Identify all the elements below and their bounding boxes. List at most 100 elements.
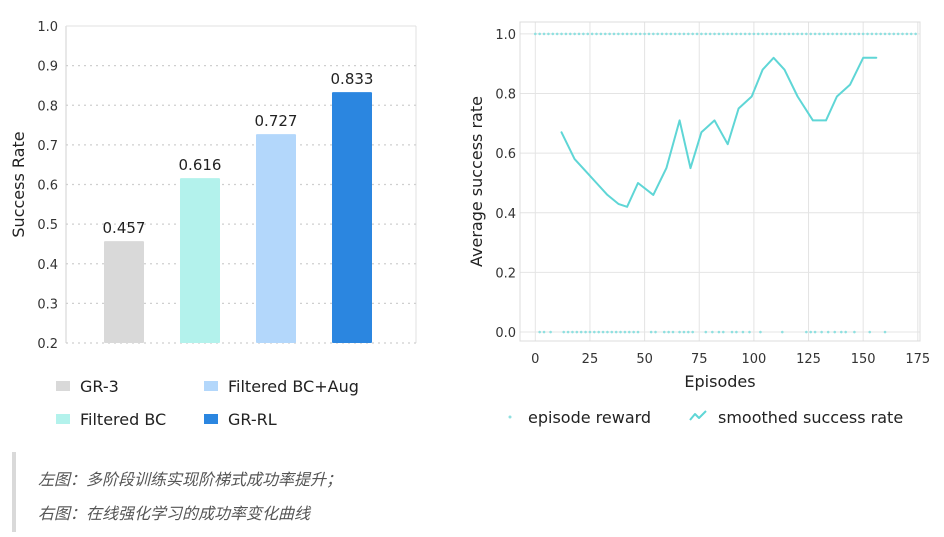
reward-point — [868, 330, 872, 334]
reward-point — [901, 32, 904, 36]
reward-point — [879, 32, 882, 36]
reward-point — [538, 330, 541, 334]
reward-point — [892, 32, 896, 36]
reward-point — [870, 32, 874, 36]
reward-point — [909, 32, 913, 36]
reward-point — [743, 32, 747, 36]
reward-point — [818, 32, 821, 36]
reward-point — [638, 32, 642, 36]
reward-point — [778, 32, 782, 36]
reward-point — [682, 330, 686, 334]
reward-point — [599, 32, 603, 36]
reward-point — [770, 32, 773, 36]
x-tick-label: 175 — [905, 352, 930, 367]
x-tick-label: 75 — [691, 352, 708, 367]
reward-point — [713, 32, 716, 36]
legend-marker-smoothed — [689, 410, 707, 421]
reward-point — [608, 32, 611, 36]
reward-point — [573, 32, 576, 36]
bar-value-label: 0.457 — [103, 219, 146, 237]
y-tick-label: 0.6 — [37, 179, 58, 194]
y-tick-label: 0.6 — [495, 147, 516, 162]
x-tick-label: 50 — [636, 352, 653, 367]
reward-point — [844, 330, 847, 334]
legend-label: GR-3 — [80, 377, 119, 396]
reward-point — [590, 32, 594, 36]
reward-point — [780, 330, 784, 334]
reward-point — [741, 330, 745, 334]
reward-point — [632, 330, 635, 334]
reward-point — [665, 32, 668, 36]
reward-point — [721, 330, 725, 334]
x-tick-label: 25 — [582, 352, 599, 367]
reward-point — [761, 32, 764, 36]
bar-filtered-bc — [180, 178, 220, 343]
reward-point — [586, 32, 590, 36]
reward-point — [748, 330, 751, 334]
reward-point — [627, 330, 631, 334]
reward-point — [711, 330, 714, 334]
reward-point — [562, 330, 566, 334]
reward-point — [813, 330, 817, 334]
reward-point — [721, 32, 725, 36]
reward-point — [678, 32, 681, 36]
reward-point — [883, 32, 887, 36]
reward-point — [765, 32, 769, 36]
reward-point — [787, 32, 791, 36]
bar-chart: 0.2 0.3 0.4 0.5 0.6 0.7 0.8 0.9 1.0 Success Rate 0… — [9, 20, 417, 429]
y-tick-label: 0.0 — [495, 326, 516, 341]
x-tick-label: 150 — [851, 352, 876, 367]
reward-point — [687, 330, 690, 334]
reward-point — [809, 330, 813, 334]
reward-point — [840, 330, 843, 334]
reward-point — [704, 330, 708, 334]
reward-point — [636, 330, 640, 334]
reward-point — [853, 32, 856, 36]
reward-point — [643, 32, 646, 36]
reward-point — [730, 32, 734, 36]
smoothed-success-line — [560, 56, 878, 208]
reward-point — [652, 32, 655, 36]
reward-point — [831, 32, 834, 36]
plot-frame — [519, 21, 921, 342]
reward-point — [551, 32, 555, 36]
reward-point — [739, 32, 743, 36]
y-tick-label: 0.9 — [37, 60, 58, 75]
reward-point — [564, 32, 568, 36]
y-tick-label: 0.5 — [37, 218, 58, 233]
reward-point — [704, 32, 708, 36]
reward-point — [874, 32, 878, 36]
reward-point — [630, 32, 633, 36]
reward-point — [678, 330, 681, 334]
legend-marker-episode-reward — [508, 415, 512, 419]
reward-point — [748, 32, 751, 36]
reward-point — [691, 330, 694, 334]
reward-point — [647, 32, 651, 36]
reward-point — [534, 32, 537, 36]
reward-point — [584, 330, 587, 334]
reward-point — [835, 32, 839, 36]
reward-point — [597, 330, 600, 334]
reward-point — [671, 330, 675, 334]
reward-point — [555, 32, 559, 36]
y-tick-label: 0.4 — [37, 258, 58, 273]
y-axis-label: Average success rate — [467, 96, 486, 267]
reward-point — [577, 32, 581, 36]
reward-point — [800, 32, 804, 36]
legend-swatch — [56, 381, 70, 391]
line-chart: 0.0 0.2 0.4 0.6 0.8 1.0 0 25 50 75 100 125 150 175 Ave… — [467, 21, 930, 427]
reward-point — [896, 32, 900, 36]
x-tick-label: 125 — [796, 352, 821, 367]
x-axis-label: Episodes — [684, 372, 755, 391]
legend-swatch — [56, 414, 70, 424]
reward-point — [805, 32, 808, 36]
reward-point — [612, 32, 616, 36]
reward-point — [695, 32, 699, 36]
reward-point — [656, 32, 660, 36]
reward-point — [708, 32, 712, 36]
reward-point — [625, 32, 629, 36]
reward-point — [840, 32, 843, 36]
y-tick-label: 0.3 — [37, 297, 58, 312]
reward-point — [857, 32, 861, 36]
reward-point — [791, 32, 795, 36]
